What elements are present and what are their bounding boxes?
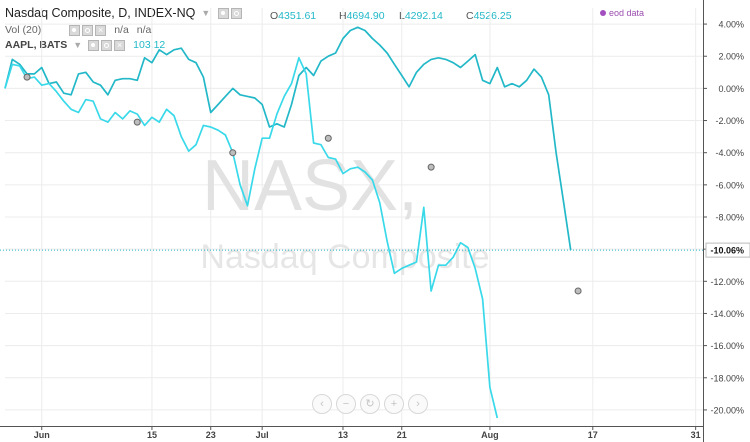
volume-legend[interactable]: Vol (20) × n/a n/a [5, 24, 151, 36]
x-tick-label: 31 [691, 430, 701, 440]
main-series-legend[interactable]: Nasdaq Composite, D, INDEX-NQ ▼ [5, 6, 243, 20]
y-tick-label: -20.00% [710, 405, 744, 415]
close-icon[interactable]: × [95, 24, 107, 36]
x-tick-label: Jul [256, 430, 269, 440]
volume-label: Vol (20) [5, 24, 42, 36]
zoom-out-button[interactable]: − [336, 394, 356, 414]
current-value-group: -10.06% [0, 242, 750, 258]
aapl-value: 103.12 [133, 39, 166, 51]
eod-dot-icon [600, 10, 606, 16]
eod-label: eod data [609, 8, 645, 18]
series-group [4, 26, 572, 419]
current-value-box [705, 242, 750, 258]
y-tick-label: 4.00% [718, 20, 744, 30]
x-tick-label: Jun [34, 430, 50, 440]
y-tick-label: -12.00% [710, 277, 744, 287]
aapl-legend[interactable]: AAPL, BATS ▼ × 103.12 [5, 39, 165, 51]
x-tick-label: 17 [588, 430, 598, 440]
chart-navigation: ‹ − ↻ + › [312, 394, 428, 414]
series-line-2 [4, 56, 499, 419]
y-tick-label: 2.00% [718, 52, 744, 62]
main-series-title: Nasdaq Composite, D, INDEX-NQ [5, 6, 196, 20]
watermark-name: Nasdaq Composite [200, 238, 489, 276]
gear-icon[interactable] [82, 24, 94, 36]
grid [5, 8, 703, 426]
event-marker [427, 163, 435, 171]
y-tick-label: -6.00% [715, 180, 744, 190]
y-tick-label: -8.00% [715, 213, 744, 223]
scroll-right-button[interactable]: › [408, 394, 428, 414]
y-tick-label: -18.00% [710, 373, 744, 383]
eye-icon[interactable] [69, 24, 81, 36]
chevron-down-icon[interactable]: ▼ [201, 8, 211, 18]
close-icon[interactable]: × [114, 39, 126, 51]
y-tick-label: -16.00% [710, 341, 744, 351]
event-marker [574, 287, 582, 295]
x-tick-label: Aug [481, 430, 499, 440]
event-marker [23, 73, 31, 81]
x-tick-label: 15 [147, 430, 157, 440]
eod-data-indicator: eod data [600, 8, 644, 18]
x-tick-label: 13 [338, 430, 348, 440]
ohlc-close: C4526.25 [466, 10, 512, 22]
gear-icon[interactable] [101, 39, 113, 51]
y-tick-label: -2.00% [715, 116, 744, 126]
zoom-in-button[interactable]: + [384, 394, 404, 414]
gear-icon[interactable] [231, 7, 243, 19]
x-axis: Jun 15 23 Jul 13 21 Aug 17 31 [0, 426, 703, 440]
markers-group [23, 73, 582, 295]
eye-icon[interactable] [88, 39, 100, 51]
y-tick-label: -14.00% [710, 309, 744, 319]
x-tick-label: 21 [397, 430, 407, 440]
y-tick-label: 0.00% [718, 84, 744, 94]
y-tick-label: -4.00% [715, 148, 744, 158]
volume-value-1: n/a [114, 24, 129, 36]
event-marker [324, 134, 332, 142]
ohlc-open: O4351.61 [270, 10, 317, 22]
x-tick-label: 23 [206, 430, 216, 440]
event-marker [133, 118, 141, 126]
eye-icon[interactable] [218, 7, 230, 19]
y-axis: 4.00% 2.00% 0.00% -2.00% -4.00% -6.00% -8.00% -… [703, 0, 744, 442]
reset-button[interactable]: ↻ [360, 394, 380, 414]
chevron-down-icon[interactable]: ▼ [73, 40, 83, 50]
event-marker [229, 149, 237, 157]
series-line-1 [4, 26, 572, 251]
current-value-label: -10.06% [710, 246, 744, 256]
scroll-left-button[interactable]: ‹ [312, 394, 332, 414]
aapl-label: AAPL, BATS [5, 39, 68, 51]
volume-value-2: n/a [136, 24, 152, 36]
